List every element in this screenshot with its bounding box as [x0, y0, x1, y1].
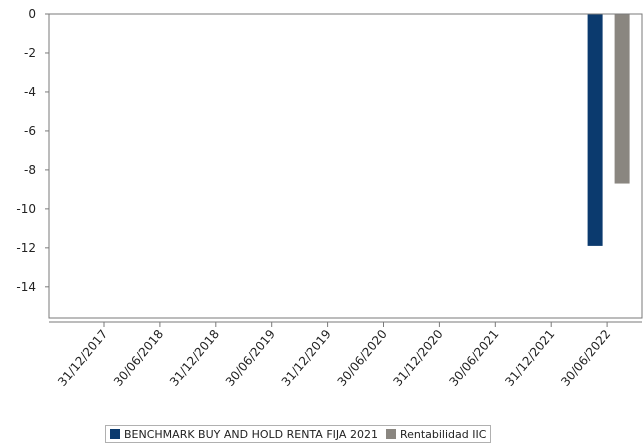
y-tick-label: -4 [24, 85, 36, 99]
legend-swatch-rentabilidad [385, 429, 396, 439]
legend-item-benchmark: BENCHMARK BUY AND HOLD RENTA FIJA 2021 [110, 428, 378, 441]
y-axis: 0 -2 -4 -6 -8 -10 -12 -14 [16, 7, 49, 294]
legend-label-benchmark: BENCHMARK BUY AND HOLD RENTA FIJA 2021 [124, 427, 378, 441]
y-tick-label: 0 [28, 7, 36, 21]
y-tick-label: -6 [24, 124, 36, 138]
bar-benchmark [587, 14, 603, 246]
y-tick-label: -14 [16, 280, 36, 294]
y-tick-label: -12 [16, 241, 36, 255]
legend-label-rentabilidad: Rentabilidad IIC [399, 427, 487, 441]
x-tick-label: 31/12/2020 [391, 327, 446, 389]
y-tick-label: -8 [24, 163, 36, 177]
x-tick-label: 30/06/2018 [111, 327, 166, 389]
x-tick-label: 31/12/2021 [502, 327, 557, 389]
bar-rentabilidad-iic [614, 14, 630, 184]
x-tick-label: 31/12/2019 [279, 327, 334, 389]
legend-item-rentabilidad: Rentabilidad IIC [385, 427, 487, 441]
bars [587, 14, 630, 246]
x-tick-label: 30/06/2021 [446, 327, 501, 389]
x-axis: 31/12/2017 30/06/2018 31/12/2018 30/06/2019… [49, 321, 642, 389]
legend: BENCHMARK BUY AND HOLD RENTA FIJA 2021 R… [105, 425, 492, 443]
plot-area-frame [48, 13, 643, 319]
legend-swatch-benchmark [110, 429, 120, 439]
y-tick-label: -10 [16, 202, 36, 216]
y-tick-label: -2 [24, 46, 36, 60]
x-tick-label: 30/06/2019 [223, 327, 278, 389]
x-tick-label: 31/12/2018 [167, 327, 222, 389]
x-tick-label: 30/06/2022 [558, 327, 613, 389]
x-tick-label: 31/12/2017 [55, 327, 110, 389]
x-tick-label: 30/06/2020 [335, 327, 390, 389]
bar-chart: 0-2-4-6-8-10-12-14 31/12/2017 30/06/2018 3… [16, 7, 643, 389]
